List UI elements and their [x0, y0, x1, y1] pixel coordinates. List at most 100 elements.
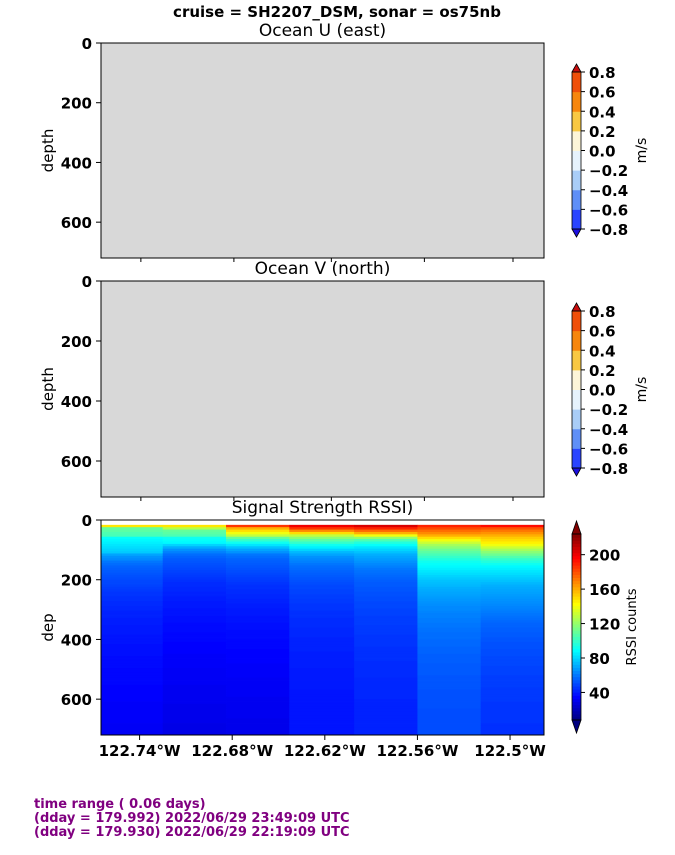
- rssi-cell: [480, 572, 545, 576]
- rssi-cell: [101, 637, 164, 640]
- rssi-cell: [417, 668, 482, 671]
- colorbar-tick-label: −0.4: [589, 182, 628, 200]
- rssi-cell: [480, 663, 545, 667]
- rssi-cell: [101, 551, 164, 554]
- rssi-cell: [162, 563, 227, 566]
- rssi-cell: [480, 524, 545, 528]
- colorbar-tick-label: −0.6: [589, 440, 628, 458]
- rssi-cell: [354, 627, 418, 631]
- rssi-cell: [101, 577, 164, 581]
- rssi-cell: [101, 715, 164, 719]
- y-tick-label: 400: [61, 393, 92, 411]
- rssi-cell: [101, 725, 164, 729]
- rssi-cell: [226, 613, 290, 616]
- rssi-cell: [480, 730, 545, 734]
- rssi-cell: [226, 586, 290, 590]
- colorbar-segment: [572, 546, 581, 551]
- colorbar-segment: [572, 599, 581, 603]
- rssi-cell: [101, 567, 164, 571]
- colorbar-segment: [572, 130, 581, 152]
- rssi-cell: [354, 725, 418, 729]
- rssi-cell: [417, 551, 482, 554]
- rssi-cell: [101, 555, 164, 559]
- rssi-cell: [226, 723, 290, 726]
- rssi-cell: [354, 594, 418, 597]
- rssi-cell: [226, 699, 290, 702]
- rssi-cell: [417, 653, 482, 657]
- rssi-cell: [101, 687, 164, 691]
- panel-title: Ocean V (north): [255, 259, 391, 279]
- rssi-cell: [226, 684, 290, 688]
- rssi-cell: [417, 675, 482, 679]
- rssi-cell: [162, 713, 227, 717]
- rssi-cell: [417, 563, 482, 566]
- rssi-cell: [226, 620, 290, 624]
- colorbar-segment: [572, 369, 581, 391]
- rssi-cell: [480, 711, 545, 714]
- rssi-cell: [101, 658, 164, 662]
- rssi-cell: [101, 603, 164, 607]
- rssi-cell: [226, 703, 290, 707]
- rssi-cell: [480, 567, 545, 571]
- rssi-cell: [162, 558, 227, 562]
- rssi-cell: [162, 582, 227, 585]
- rssi-cell: [162, 555, 227, 559]
- rssi-cell: [417, 524, 482, 528]
- rssi-cell: [226, 675, 290, 679]
- rssi-cell: [354, 531, 418, 535]
- colorbar-segment: [572, 389, 581, 410]
- rssi-cell: [289, 708, 355, 712]
- rssi-cell: [162, 670, 227, 674]
- colorbar-segment: [572, 679, 581, 684]
- y-tick-label: 600: [61, 214, 92, 232]
- rssi-cell: [480, 615, 545, 619]
- rssi-cell: [289, 727, 355, 731]
- rssi-cell: [101, 675, 164, 679]
- colorbar-segment: [572, 685, 581, 690]
- rssi-cell: [354, 694, 418, 698]
- rssi-cell: [226, 524, 290, 528]
- rssi-cell: [480, 658, 545, 662]
- rssi-cell: [162, 565, 227, 569]
- rssi-cell: [480, 627, 545, 631]
- rssi-cell: [226, 591, 290, 595]
- rssi-cell: [162, 696, 227, 700]
- rssi-cell: [289, 606, 355, 609]
- rssi-cell: [417, 615, 482, 619]
- rssi-cell: [162, 610, 227, 614]
- rssi-cell: [226, 539, 290, 542]
- rssi-cell: [417, 715, 482, 719]
- rssi-cell: [101, 720, 164, 724]
- rssi-cell: [289, 594, 355, 597]
- y-tick-label: 600: [61, 691, 92, 709]
- rssi-cell: [417, 670, 482, 674]
- rssi-cell: [101, 524, 164, 528]
- rssi-cell: [480, 560, 545, 564]
- x-tick-label: 122.5°W: [474, 742, 546, 760]
- start-time-text: (dday = 179.930) 2022/06/29 22:19:09 UTC: [34, 825, 350, 840]
- colorbar-segment: [572, 72, 581, 93]
- rssi-cell: [480, 625, 545, 628]
- rssi-cell: [226, 548, 290, 552]
- rssi-cell: [289, 613, 355, 616]
- y-tick-label: 0: [82, 35, 92, 53]
- colorbar-tick-label: 0.2: [589, 123, 616, 141]
- rssi-cell: [417, 617, 482, 621]
- rssi-cell: [226, 553, 290, 557]
- rssi-cell: [101, 541, 164, 545]
- colorbar-tick-label: 0.2: [589, 362, 616, 380]
- rssi-cell: [354, 639, 418, 643]
- rssi-cell: [101, 586, 164, 590]
- rssi-cell: [480, 672, 545, 676]
- rssi-cell: [289, 639, 355, 643]
- rssi-cell: [101, 584, 164, 588]
- rssi-cell: [289, 668, 355, 671]
- rssi-cell: [354, 613, 418, 616]
- rssi-cell: [289, 694, 355, 698]
- rssi-cell: [101, 723, 164, 726]
- rssi-cell: [289, 699, 355, 702]
- rssi-cell: [289, 539, 355, 542]
- rssi-cell: [354, 584, 418, 588]
- rssi-cell: [226, 713, 290, 717]
- rssi-cell: [289, 563, 355, 566]
